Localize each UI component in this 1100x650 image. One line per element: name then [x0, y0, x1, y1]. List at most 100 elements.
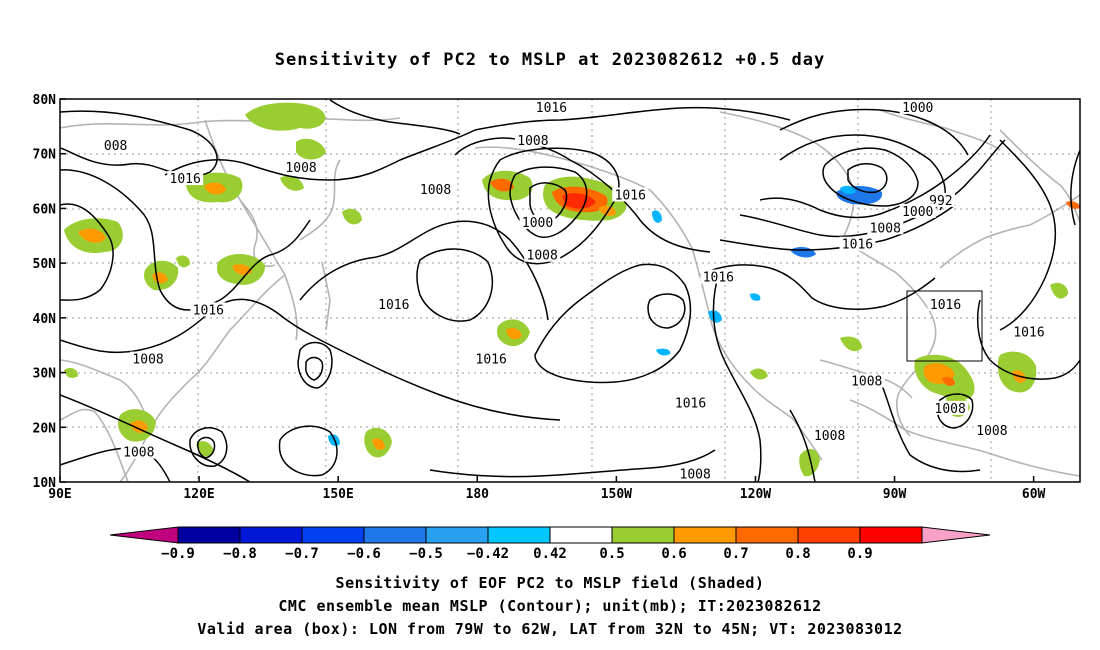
shade-region: [652, 210, 662, 223]
contour-label-bg: [473, 351, 510, 366]
shade-region: [204, 182, 226, 195]
contour-label: 1008: [132, 353, 163, 368]
colorbar-swatch: [611, 526, 675, 544]
contour-labels: 0081016100810081016100810001008101610161…: [101, 99, 1047, 483]
shade-region: [799, 448, 820, 477]
shade-region: [1066, 201, 1080, 209]
shade-region: [176, 255, 190, 268]
lon-tick-label: 150E: [323, 487, 354, 502]
shade-region: [130, 420, 148, 433]
mslp-contours: [60, 99, 1080, 482]
shade-region: [245, 102, 326, 131]
contour-label-bg: [672, 395, 709, 410]
contour-label: 1016: [170, 172, 201, 187]
colorbar-swatch: [239, 526, 303, 544]
contour-label-bg: [167, 171, 204, 186]
colorbar-label: 0.6: [661, 546, 686, 562]
contour-label-bg: [867, 220, 904, 235]
contour-label: 1008: [976, 424, 1007, 439]
lon-tick-label: 60W: [1022, 487, 1046, 502]
contour-label: 1008: [517, 134, 548, 149]
contour-label: 1016: [615, 188, 646, 203]
contour-label: 008: [104, 139, 127, 154]
colorbar-label: −0.5: [409, 546, 443, 562]
colorbar-swatch: [673, 526, 737, 544]
lat-tick-label: 40N: [33, 312, 57, 327]
colorbar-label: 0.42: [533, 546, 567, 562]
contour-label-bg: [612, 187, 649, 202]
contour-label: 1008: [285, 161, 316, 176]
contour-label-bg: [973, 422, 1010, 437]
shade-region: [372, 438, 385, 450]
lat-tick-label: 10N: [33, 476, 57, 491]
contour-label: 1008: [680, 468, 711, 483]
contour-label: 1016: [930, 298, 961, 313]
coastlines: [60, 109, 1080, 482]
shade-region: [1050, 282, 1068, 299]
colorbar-swatch: [177, 526, 241, 544]
contour-label-bg: [533, 99, 570, 114]
caption-shading: Sensitivity of EOF PC2 to MSLP field (Sh…: [335, 574, 765, 592]
valid-area-box: [906, 290, 983, 362]
lon-tick-label: 90W: [883, 487, 907, 502]
shade-region: [750, 293, 761, 301]
lat-tick-label: 50N: [33, 257, 57, 272]
lat-tick-label: 20N: [33, 421, 57, 436]
shade-region: [562, 193, 596, 209]
contour-label-bg: [120, 444, 157, 459]
contour-label-bg: [899, 203, 936, 218]
shade-region: [598, 206, 616, 216]
contour-label-bg: [524, 247, 561, 262]
latitude-axis: 80N 70N 60N 50N 40N 30N 20N 10N: [33, 93, 66, 491]
contour-label: 1008: [527, 249, 558, 264]
lat-tick-label: 30N: [33, 367, 57, 382]
contour-label-bg: [514, 132, 551, 147]
contour-label-bg: [700, 269, 737, 284]
contour-label-bg: [932, 400, 969, 415]
shade-region: [840, 185, 856, 195]
colorbar-label: −0.8: [223, 546, 257, 562]
contour-label: 1016: [1013, 325, 1044, 340]
colorbar-swatch: [549, 526, 613, 544]
contour-label: 1000: [902, 101, 933, 116]
lon-tick-label: 120W: [740, 487, 771, 502]
colorbar-label: 0.5: [599, 546, 624, 562]
contour-label: 1000: [902, 205, 933, 220]
lon-tick-label: 180: [466, 487, 490, 502]
shade-region: [942, 376, 955, 386]
shade-region: [656, 348, 671, 356]
colorbar-swatch: [487, 526, 551, 544]
lat-tick-label: 70N: [33, 148, 57, 163]
contour-label-bg: [848, 373, 885, 388]
contour-label-bg: [899, 99, 936, 114]
contour-label-bg: [926, 192, 955, 207]
contour-label-bg: [283, 160, 320, 175]
contour-label-bg: [1011, 324, 1047, 339]
contour-label: 1016: [536, 101, 567, 116]
contour-label: 1016: [675, 396, 706, 411]
colorbar-swatch: [301, 526, 365, 544]
contour-label: 1008: [123, 446, 154, 461]
longitude-axis: 90E 120E 150E 180 150W 120W 90W 60W: [48, 476, 1046, 502]
contour-label-bg: [417, 182, 454, 197]
colorbar-swatch: [859, 526, 923, 544]
contour-label-bg: [811, 428, 848, 443]
contour-label: 1016: [476, 353, 507, 368]
colorbar-swatch: [797, 526, 861, 544]
contour-label: 1016: [703, 271, 734, 286]
contour-label-bg: [130, 351, 167, 366]
colorbar-label: −0.9: [161, 546, 195, 562]
contour-label-bg: [101, 138, 130, 153]
colorbar-label: −0.7: [285, 546, 319, 562]
contour-label: 1008: [870, 221, 901, 236]
contour-label: 1008: [851, 375, 882, 390]
lat-tick-label: 80N: [33, 93, 57, 108]
shade-region: [280, 175, 304, 191]
shade-region: [490, 178, 514, 192]
colorbar-label: −0.6: [347, 546, 381, 562]
contour-label-bg: [839, 236, 876, 251]
lon-tick-label: 120E: [183, 487, 214, 502]
contour-label: 1016: [378, 298, 409, 313]
shade-region: [78, 228, 106, 243]
contour-label-bg: [677, 466, 714, 481]
